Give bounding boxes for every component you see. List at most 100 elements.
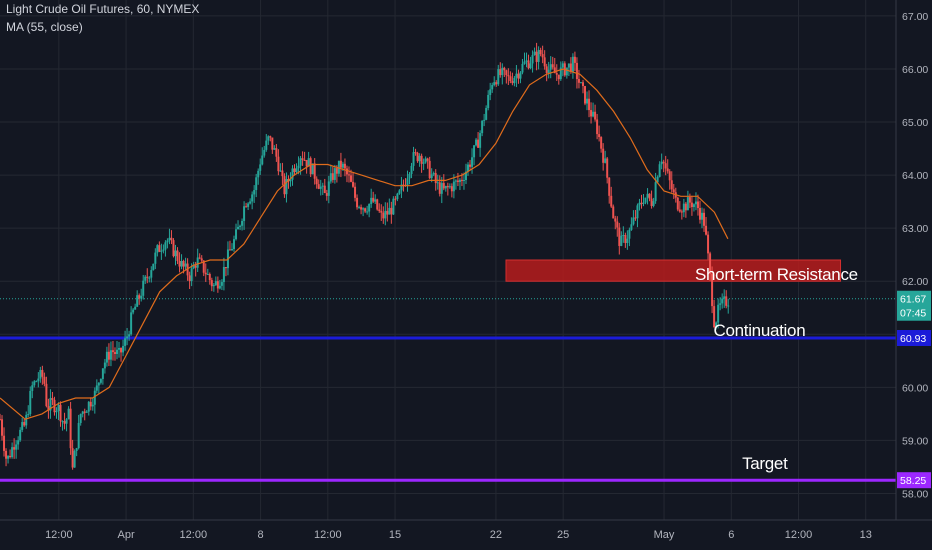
- candle-body: [261, 155, 264, 165]
- annotation-continuation[interactable]: Continuation: [713, 321, 806, 341]
- candle-body: [216, 281, 219, 289]
- candle-body: [273, 148, 276, 150]
- candle-body: [394, 198, 397, 200]
- candle-body: [370, 197, 373, 205]
- ma-legend[interactable]: MA (55, close): [6, 20, 83, 34]
- x-tick-label: Apr: [118, 529, 135, 541]
- candle-body: [156, 245, 159, 253]
- candle-body: [450, 186, 453, 192]
- candle-body: [537, 49, 540, 62]
- candle-body: [69, 408, 72, 449]
- candle-body: [620, 235, 623, 246]
- candle-body: [194, 265, 197, 268]
- candle-body: [301, 158, 304, 160]
- candle-body: [551, 64, 554, 68]
- candle-body: [684, 203, 687, 211]
- candle-body: [263, 149, 266, 156]
- candle-body: [277, 156, 280, 172]
- candle-body: [614, 218, 617, 222]
- candle-body: [493, 82, 496, 86]
- candle-body: [329, 173, 332, 182]
- candle-body: [386, 210, 389, 215]
- candle-body: [531, 55, 534, 64]
- candle-body: [565, 67, 568, 76]
- candle-body: [442, 183, 445, 189]
- candle-body: [0, 419, 1, 421]
- candle-body: [293, 168, 296, 173]
- candle-body: [430, 174, 433, 179]
- candle-body: [491, 85, 494, 90]
- y-tick-label: 59.00: [902, 435, 928, 447]
- candle-body: [586, 98, 589, 104]
- x-tick-label: 12:00: [314, 529, 342, 541]
- candle-body: [160, 250, 163, 252]
- candle-body: [63, 421, 66, 424]
- candle-body: [75, 448, 78, 451]
- candle-body: [15, 444, 18, 450]
- symbol-legend[interactable]: Light Crude Oil Futures, 60, NYMEX: [6, 2, 200, 16]
- last-price-label: 61.67: [900, 294, 926, 306]
- candle-body: [178, 260, 181, 267]
- candle-body: [678, 209, 681, 212]
- candle-body: [109, 350, 112, 360]
- candle-body: [454, 180, 457, 182]
- candle-body: [95, 385, 98, 391]
- candle-body: [513, 77, 516, 84]
- candle-body: [315, 178, 318, 185]
- candle-body: [309, 158, 312, 175]
- candle-body: [519, 72, 522, 79]
- candle-body: [13, 447, 16, 450]
- candle-body: [703, 212, 706, 226]
- candle-body: [696, 201, 699, 209]
- candle-body: [168, 237, 171, 241]
- grid-lines: [0, 0, 896, 520]
- candle-body: [41, 369, 44, 377]
- candle-body: [483, 119, 486, 121]
- candle-body: [658, 164, 661, 177]
- candle-body: [122, 345, 125, 353]
- candle-body: [255, 177, 258, 191]
- candle-body: [606, 158, 609, 178]
- candle-body: [118, 348, 121, 350]
- candle-body: [432, 173, 435, 175]
- candle-body: [467, 164, 470, 172]
- candle-body: [608, 177, 611, 196]
- candle-body: [473, 145, 476, 158]
- candle-body: [9, 455, 12, 458]
- candle-body: [543, 57, 546, 67]
- candle-body: [184, 263, 187, 267]
- candle-body: [573, 56, 576, 63]
- candle-body: [709, 253, 712, 275]
- candle-body: [462, 179, 465, 181]
- candle-body: [257, 170, 260, 178]
- annotation-target[interactable]: Target: [742, 453, 788, 473]
- candle-body: [61, 421, 64, 423]
- candle-body: [374, 199, 377, 202]
- candle-body: [172, 240, 175, 257]
- y-tick-label: 67.00: [902, 11, 928, 23]
- candle-body: [636, 205, 639, 219]
- candle-body: [396, 193, 399, 200]
- candles-layer: [0, 42, 730, 470]
- candle-body: [416, 152, 419, 162]
- candle-body: [233, 239, 236, 250]
- candle-body: [598, 134, 601, 138]
- candle-body: [136, 295, 139, 307]
- y-tick-label: 63.00: [902, 223, 928, 235]
- candle-body: [7, 455, 10, 459]
- candle-body: [356, 197, 359, 208]
- annotation-short-term-resistance[interactable]: Short-term Resistance: [694, 264, 858, 284]
- candle-body: [418, 155, 421, 162]
- short-term-resistance-zone[interactable]: [505, 259, 842, 282]
- candle-body: [366, 211, 369, 213]
- ma-layer: [0, 68, 729, 420]
- y-tick-label: 66.00: [902, 64, 928, 76]
- candle-body: [485, 108, 488, 120]
- candle-body: [218, 285, 221, 289]
- candle-body: [85, 411, 88, 413]
- candle-body: [648, 193, 651, 199]
- candle-body: [214, 281, 217, 286]
- candle-body: [253, 190, 256, 195]
